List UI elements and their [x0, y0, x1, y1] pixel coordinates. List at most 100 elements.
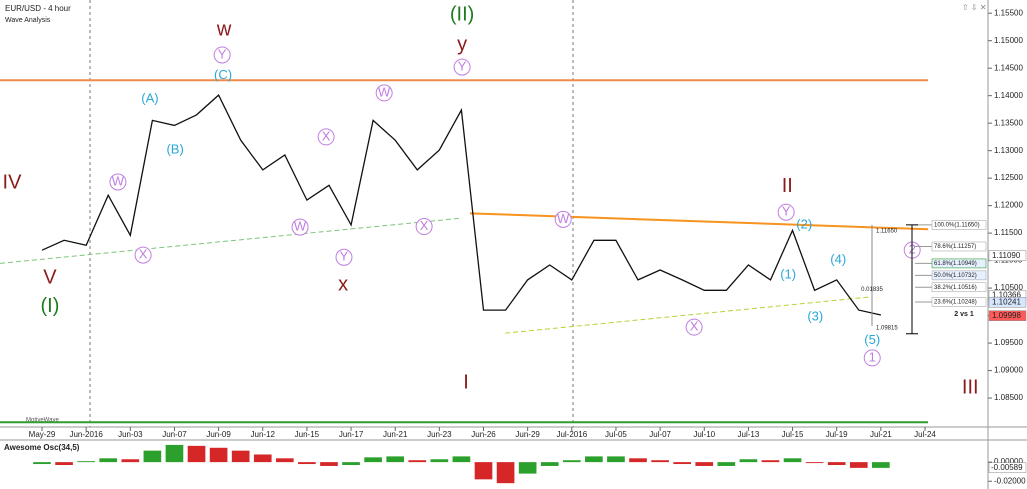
wave-label: 1 [869, 349, 876, 364]
fib-box [931, 241, 987, 252]
osc-bar [33, 462, 51, 465]
wave-label: y [457, 33, 467, 55]
x-tick-label: Jun-15 [295, 430, 320, 439]
measure-range: 0.01835 [861, 287, 883, 293]
fib-box [931, 282, 987, 293]
x-tick-label: Jun-29 [515, 430, 540, 439]
wave-label: Y [218, 46, 227, 61]
wave-circle [134, 246, 152, 264]
y-tick-label: 1.14500 [994, 63, 1023, 72]
measure-note: 2 vs 1 [954, 311, 974, 318]
osc-bar [827, 462, 846, 465]
osc-bar [364, 457, 382, 463]
osc-bar [165, 444, 184, 463]
x-tick-label: Jun-12 [251, 430, 276, 439]
fib-label: 50.0%(1.10732) [934, 273, 977, 279]
osc-title: Awesome Osc(34,5) [4, 443, 80, 452]
trend-line [469, 212, 929, 231]
price-marker-label: 1.10366 [992, 291, 1021, 300]
wave-circle [109, 173, 127, 191]
fib-label: 100.0%(1.11650) [934, 222, 980, 228]
price-marker-label: 1.11090 [992, 251, 1021, 260]
x-tick-label: Jul-15 [782, 430, 804, 439]
wave-label: Y [458, 59, 467, 74]
osc-tick-label: -0.02000 [994, 476, 1026, 485]
wave-label: (A) [141, 90, 158, 105]
y-tick-label: 1.15500 [994, 8, 1023, 17]
measure-low: 1.09815 [876, 325, 898, 331]
osc-bar [320, 462, 338, 466]
wave-circle [453, 58, 471, 76]
osc-current [988, 462, 1027, 474]
y-tick-label: 1.08500 [994, 393, 1023, 402]
y-tick-label: 1.14000 [994, 91, 1023, 100]
wave-circle [685, 318, 703, 336]
osc-bar [143, 450, 162, 463]
trend-line [505, 296, 871, 334]
osc-bar [872, 462, 890, 468]
y-tick-label: 1.15000 [994, 36, 1023, 45]
y-tick-label: 1.10500 [994, 283, 1023, 292]
wave-circle [777, 203, 795, 221]
price-marker [988, 250, 1027, 261]
osc-bar [629, 458, 647, 463]
wave-circle [554, 210, 572, 228]
osc-bar [77, 461, 95, 463]
fib-label: 38.2%(1.10516) [934, 285, 977, 291]
wave-label: I [463, 371, 469, 393]
osc-bar [298, 462, 316, 465]
osc-bar [739, 459, 758, 463]
wave-label: II [782, 175, 793, 197]
osc-bar [562, 460, 581, 463]
osc-bar [805, 462, 824, 464]
wave-label: W [112, 173, 125, 188]
osc-bar [673, 462, 692, 465]
osc-bar [430, 459, 449, 463]
osc-current-label: -0.00589 [991, 463, 1023, 472]
wave-label: (B) [166, 142, 183, 157]
osc-bar [231, 450, 250, 463]
x-tick-label: Jun-09 [206, 430, 231, 439]
osc-bar [496, 462, 515, 484]
price-line [41, 94, 882, 316]
wave-label: (2) [796, 216, 812, 231]
osc-bar [717, 462, 736, 466]
fib-box [931, 220, 987, 230]
wave-label: X [690, 319, 699, 334]
osc-bar [849, 462, 868, 468]
x-tick-label: Jun-26 [471, 430, 496, 439]
fib-label: 78.6%(1.11257) [934, 244, 976, 250]
price-marker [988, 310, 1027, 321]
x-tick-label: Jun-17 [339, 430, 364, 439]
wave-circle [415, 218, 433, 236]
wave-circle [291, 218, 309, 236]
window-controls[interactable]: ⇧ ⇩ ✕ [962, 3, 987, 12]
wave-label: V [43, 266, 57, 288]
y-tick-label: 1.09500 [994, 338, 1023, 347]
wave-circle [375, 84, 393, 102]
x-tick-label: Jul-24 [914, 430, 936, 439]
fib-label: 61.8%(1.10949) [934, 261, 977, 267]
osc-tick-label: 0.00000 [994, 457, 1023, 466]
y-tick-label: 1.13500 [994, 118, 1023, 127]
wave-label: Y [782, 204, 791, 219]
wave-label: (C) [214, 67, 232, 82]
trend-line [0, 217, 461, 264]
wave-label: X [322, 128, 331, 143]
x-tick-label: Jul-10 [693, 430, 715, 439]
osc-bar [408, 460, 427, 463]
chart-title: EUR/USD - 4 hour [5, 4, 71, 13]
x-tick-label: Jun-03 [118, 430, 143, 439]
osc-bar [99, 458, 118, 463]
wave-label: X [139, 247, 148, 262]
wave-circle [335, 248, 353, 266]
wave-label: (5) [864, 332, 880, 347]
osc-bar [695, 462, 714, 466]
osc-bar [651, 460, 669, 463]
x-tick-label: May-29 [29, 430, 56, 439]
price-marker [988, 297, 1027, 308]
wave-label: Y [340, 249, 349, 264]
y-tick-label: 1.09000 [994, 366, 1023, 375]
